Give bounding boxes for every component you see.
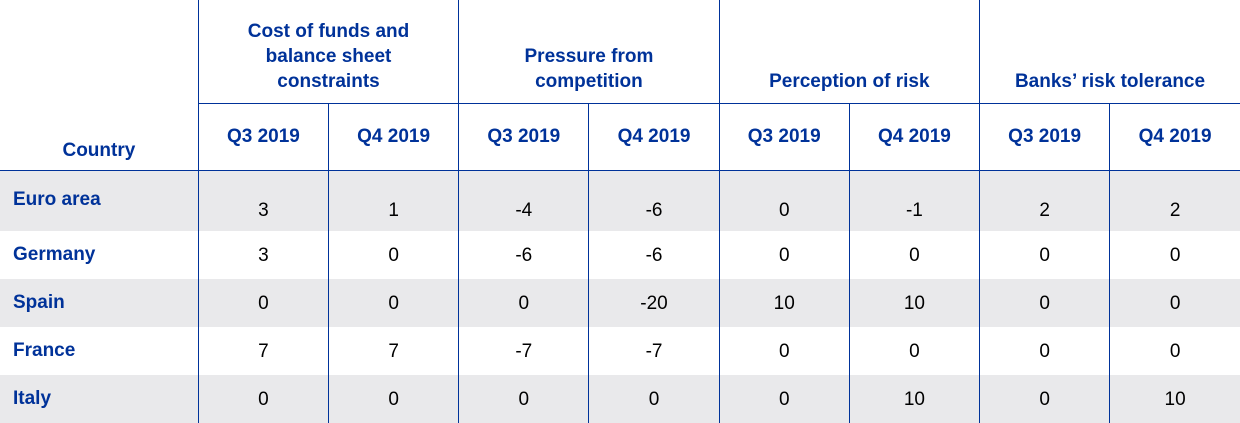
- country-label: Germany: [13, 243, 96, 265]
- value-cell: 0: [979, 326, 1110, 375]
- country-column-header: Country: [0, 103, 199, 171]
- value-cell: 0: [1109, 278, 1240, 327]
- value-cell: 0: [197, 278, 329, 327]
- value-cell: 0: [848, 230, 980, 279]
- value-cell: -7: [458, 326, 589, 375]
- period-header: Q4 2019: [848, 103, 980, 171]
- value-cell: 10: [718, 278, 850, 327]
- group-header-competition: Pressure from competition: [458, 0, 720, 104]
- period-header: Q4 2019: [588, 103, 720, 171]
- group-header-risk-perception: Perception of risk: [718, 0, 980, 104]
- value-cell: 0: [458, 278, 589, 327]
- value-cell: 10: [848, 278, 980, 327]
- value-cell: 0: [718, 170, 850, 231]
- value-cell: 0: [718, 326, 850, 375]
- country-label: Euro area: [0, 170, 199, 231]
- value-cell: 7: [197, 326, 329, 375]
- value-cell: 0: [979, 278, 1110, 327]
- value-cell: 0: [718, 374, 850, 423]
- value-cell: 7: [328, 326, 459, 375]
- value-cell: 0: [979, 230, 1110, 279]
- value-cell: -4: [458, 170, 589, 231]
- value-cell: 0: [848, 326, 980, 375]
- period-header: Q3 2019: [458, 103, 589, 171]
- value-cell: 0: [197, 374, 329, 423]
- period-header-row: Country Q3 2019 Q4 2019 Q3 2019 Q4 2019 …: [0, 103, 1240, 171]
- value-cell: -20: [588, 278, 720, 327]
- value-cell: 10: [1109, 374, 1240, 423]
- table-row: Italy 0 0 0 0 0 10 0 10: [0, 374, 1240, 423]
- value-cell: 0: [979, 374, 1110, 423]
- period-header: Q4 2019: [1109, 103, 1240, 171]
- value-cell: 0: [328, 374, 459, 423]
- group-header-cost-of-funds: Cost of funds and balance sheet constrai…: [197, 0, 459, 104]
- country-label: France: [13, 339, 76, 361]
- value-cell: 2: [1109, 170, 1240, 231]
- group-header-risk-tolerance: Banks’ risk tolerance: [979, 0, 1240, 104]
- table-row: Euro area 3 1 -4 -6 0 -1 2 2: [0, 170, 1240, 231]
- period-header: Q4 2019: [328, 103, 459, 171]
- value-cell: 0: [458, 374, 589, 423]
- period-header: Q3 2019: [197, 103, 329, 171]
- table-row: Germany 3 0 -6 -6 0 0 0 0: [0, 230, 1240, 279]
- value-cell: -7: [588, 326, 720, 375]
- value-cell: -1: [848, 170, 980, 231]
- country-label: Spain: [0, 278, 199, 327]
- value-cell: 0: [1109, 230, 1240, 279]
- table-row: France 7 7 -7 -7 0 0 0 0: [0, 326, 1240, 375]
- value-cell: 0: [328, 230, 459, 279]
- period-header: Q3 2019: [718, 103, 850, 171]
- value-cell: 2: [979, 170, 1110, 231]
- value-cell: -6: [588, 170, 720, 231]
- period-header: Q3 2019: [979, 103, 1110, 171]
- header-corner: [0, 0, 198, 103]
- value-cell: 10: [848, 374, 980, 423]
- value-cell: 0: [718, 230, 850, 279]
- group-header-row: Cost of funds and balance sheet constrai…: [0, 0, 1240, 104]
- value-cell: 3: [197, 170, 329, 231]
- country-label: Italy: [0, 374, 199, 423]
- value-cell: 0: [1109, 326, 1240, 375]
- table-row: Spain 0 0 0 -20 10 10 0 0: [0, 278, 1240, 327]
- value-cell: -6: [458, 230, 589, 279]
- value-cell: 0: [588, 374, 720, 423]
- value-cell: 1: [328, 170, 459, 231]
- value-cell: 3: [197, 230, 329, 279]
- value-cell: -6: [588, 230, 720, 279]
- value-cell: 0: [328, 278, 459, 327]
